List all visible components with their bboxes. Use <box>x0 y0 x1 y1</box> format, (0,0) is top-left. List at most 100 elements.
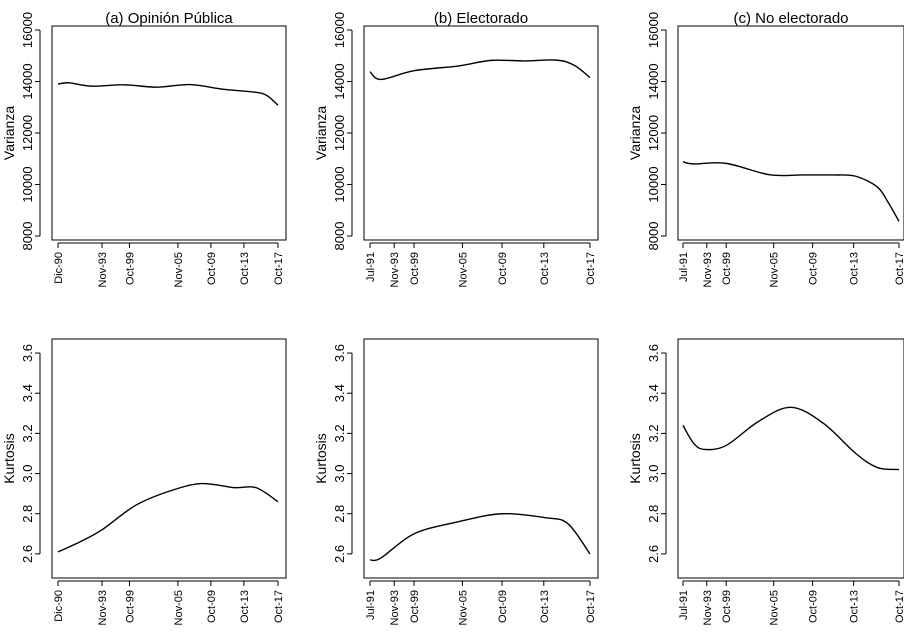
panel-6: 2.6 2.8 3.0 3.2 3.4 3.6 Kurtosis Jul-91 Nov-93 Oc… <box>627 338 904 625</box>
series-line <box>682 161 900 222</box>
x-tick-label: Oct-13 <box>849 252 861 285</box>
y-axis-label: Kurtosis <box>313 433 329 484</box>
x-tick-label: Oct-17 <box>585 590 597 623</box>
panel-2: (b) Electorado 8000 10000 12000 14000 16000 Va… <box>313 10 599 287</box>
x-tick-label: Nov-05 <box>457 590 469 625</box>
x-tick-label: Jul-91 <box>678 590 690 620</box>
series-line <box>682 406 900 471</box>
y-axis-label: Kurtosis <box>627 433 643 484</box>
x-tick-label: Nov-93 <box>702 590 714 625</box>
plot-frame <box>677 338 904 579</box>
y-tick-label: 3.6 <box>332 344 347 362</box>
x-tick-label: Oct-99 <box>125 590 137 623</box>
x-tick-label: Oct-09 <box>206 252 218 285</box>
y-tick-label: 12000 <box>332 115 347 151</box>
x-tick-label: Jul-91 <box>365 252 377 282</box>
x-tick-label: Nov-93 <box>389 590 401 625</box>
panel-1: (a) Opinión Pública 8000 10000 12000 14000 16… <box>1 10 287 287</box>
x-tick-label: Oct-13 <box>539 590 551 623</box>
x-tick-label: Nov-93 <box>389 252 401 287</box>
y-tick-label: 10000 <box>332 166 347 202</box>
panel-4: 2.6 2.8 3.0 3.2 3.4 3.6 Kurtosis Dic-90 Nov-93 Oc… <box>1 338 287 625</box>
y-tick-label: 16000 <box>20 12 35 48</box>
series-line <box>57 82 279 106</box>
chart-title: (b) Electorado <box>434 10 528 27</box>
panel-5: 2.6 2.8 3.0 3.2 3.4 3.6 Kurtosis Jul-91 Nov-93 Oc… <box>313 338 599 625</box>
plot-frame <box>51 338 287 579</box>
y-tick-label: 3.6 <box>646 344 661 362</box>
x-tick-label: Oct-99 <box>721 590 733 623</box>
x-tick-label: Nov-93 <box>702 252 714 287</box>
y-tick-label: 14000 <box>20 63 35 99</box>
y-tick-label: 2.8 <box>646 505 661 523</box>
y-tick-label: 12000 <box>20 115 35 151</box>
y-tick-label: 2.6 <box>646 545 661 563</box>
y-tick-label: 3.0 <box>646 465 661 483</box>
y-tick-label: 3.4 <box>332 384 347 402</box>
panel-3: (c) No electorado 8000 10000 12000 14000 1600… <box>627 10 904 287</box>
x-tick-label: Oct-99 <box>409 252 421 285</box>
x-tick-label: Oct-17 <box>894 252 904 285</box>
y-tick-label: 3.2 <box>20 424 35 442</box>
plot-frame <box>363 338 599 579</box>
x-tick-label: Jul-91 <box>365 590 377 620</box>
x-tick-label: Nov-05 <box>173 590 185 625</box>
x-tick-label: Oct-17 <box>585 252 597 285</box>
y-tick-label: 14000 <box>646 63 661 99</box>
plot-frame <box>51 25 287 241</box>
x-tick-label: Oct-13 <box>239 252 251 285</box>
x-tick-label: Oct-09 <box>808 590 820 623</box>
y-tick-label: 3.0 <box>332 465 347 483</box>
y-tick-label: 3.6 <box>20 344 35 362</box>
y-tick-label: 3.2 <box>332 424 347 442</box>
x-tick-label: Jul-91 <box>678 252 690 282</box>
series-line <box>57 482 279 553</box>
y-tick-label: 16000 <box>332 12 347 48</box>
x-tick-label: Oct-09 <box>497 590 509 623</box>
x-tick-label: Nov-93 <box>97 252 109 287</box>
chart-title: (c) No electorado <box>733 10 848 27</box>
y-tick-label: 2.8 <box>332 505 347 523</box>
y-tick-label: 3.2 <box>646 424 661 442</box>
y-tick-label: 8000 <box>20 222 35 251</box>
y-tick-label: 16000 <box>646 12 661 48</box>
x-tick-label: Oct-13 <box>849 590 861 623</box>
x-tick-label: Oct-17 <box>273 590 285 623</box>
y-axis-label: Varianza <box>627 106 643 160</box>
y-tick-label: 14000 <box>332 63 347 99</box>
x-tick-label: Nov-93 <box>97 590 109 625</box>
series-line <box>369 59 591 81</box>
x-tick-label: Nov-05 <box>457 252 469 287</box>
plot-frame <box>677 25 904 241</box>
y-tick-label: 2.6 <box>332 545 347 563</box>
x-tick-label: Nov-05 <box>173 252 185 287</box>
y-tick-label: 8000 <box>332 222 347 251</box>
x-tick-label: Oct-13 <box>539 252 551 285</box>
series-line <box>369 512 591 562</box>
x-tick-label: Dic-90 <box>53 252 65 284</box>
x-tick-label: Nov-05 <box>769 590 781 625</box>
x-tick-label: Oct-13 <box>239 590 251 623</box>
x-tick-label: Oct-99 <box>409 590 421 623</box>
y-axis-label: Varianza <box>1 106 17 160</box>
x-tick-label: Oct-17 <box>273 252 285 285</box>
y-tick-label: 2.8 <box>20 505 35 523</box>
y-tick-label: 10000 <box>646 166 661 202</box>
y-tick-label: 8000 <box>646 222 661 251</box>
x-tick-label: Oct-99 <box>721 252 733 285</box>
y-axis-label: Varianza <box>313 106 329 160</box>
y-tick-label: 10000 <box>20 166 35 202</box>
y-tick-label: 3.4 <box>20 384 35 402</box>
y-tick-label: 3.0 <box>20 465 35 483</box>
y-axis-label: Kurtosis <box>1 433 17 484</box>
y-tick-label: 3.4 <box>646 384 661 402</box>
y-tick-label: 12000 <box>646 115 661 151</box>
x-tick-label: Oct-99 <box>125 252 137 285</box>
x-tick-label: Oct-17 <box>894 590 904 623</box>
x-tick-label: Oct-09 <box>808 252 820 285</box>
x-tick-label: Dic-90 <box>53 590 65 622</box>
plot-frame <box>363 25 599 241</box>
x-tick-label: Nov-05 <box>769 252 781 287</box>
y-tick-label: 2.6 <box>20 545 35 563</box>
